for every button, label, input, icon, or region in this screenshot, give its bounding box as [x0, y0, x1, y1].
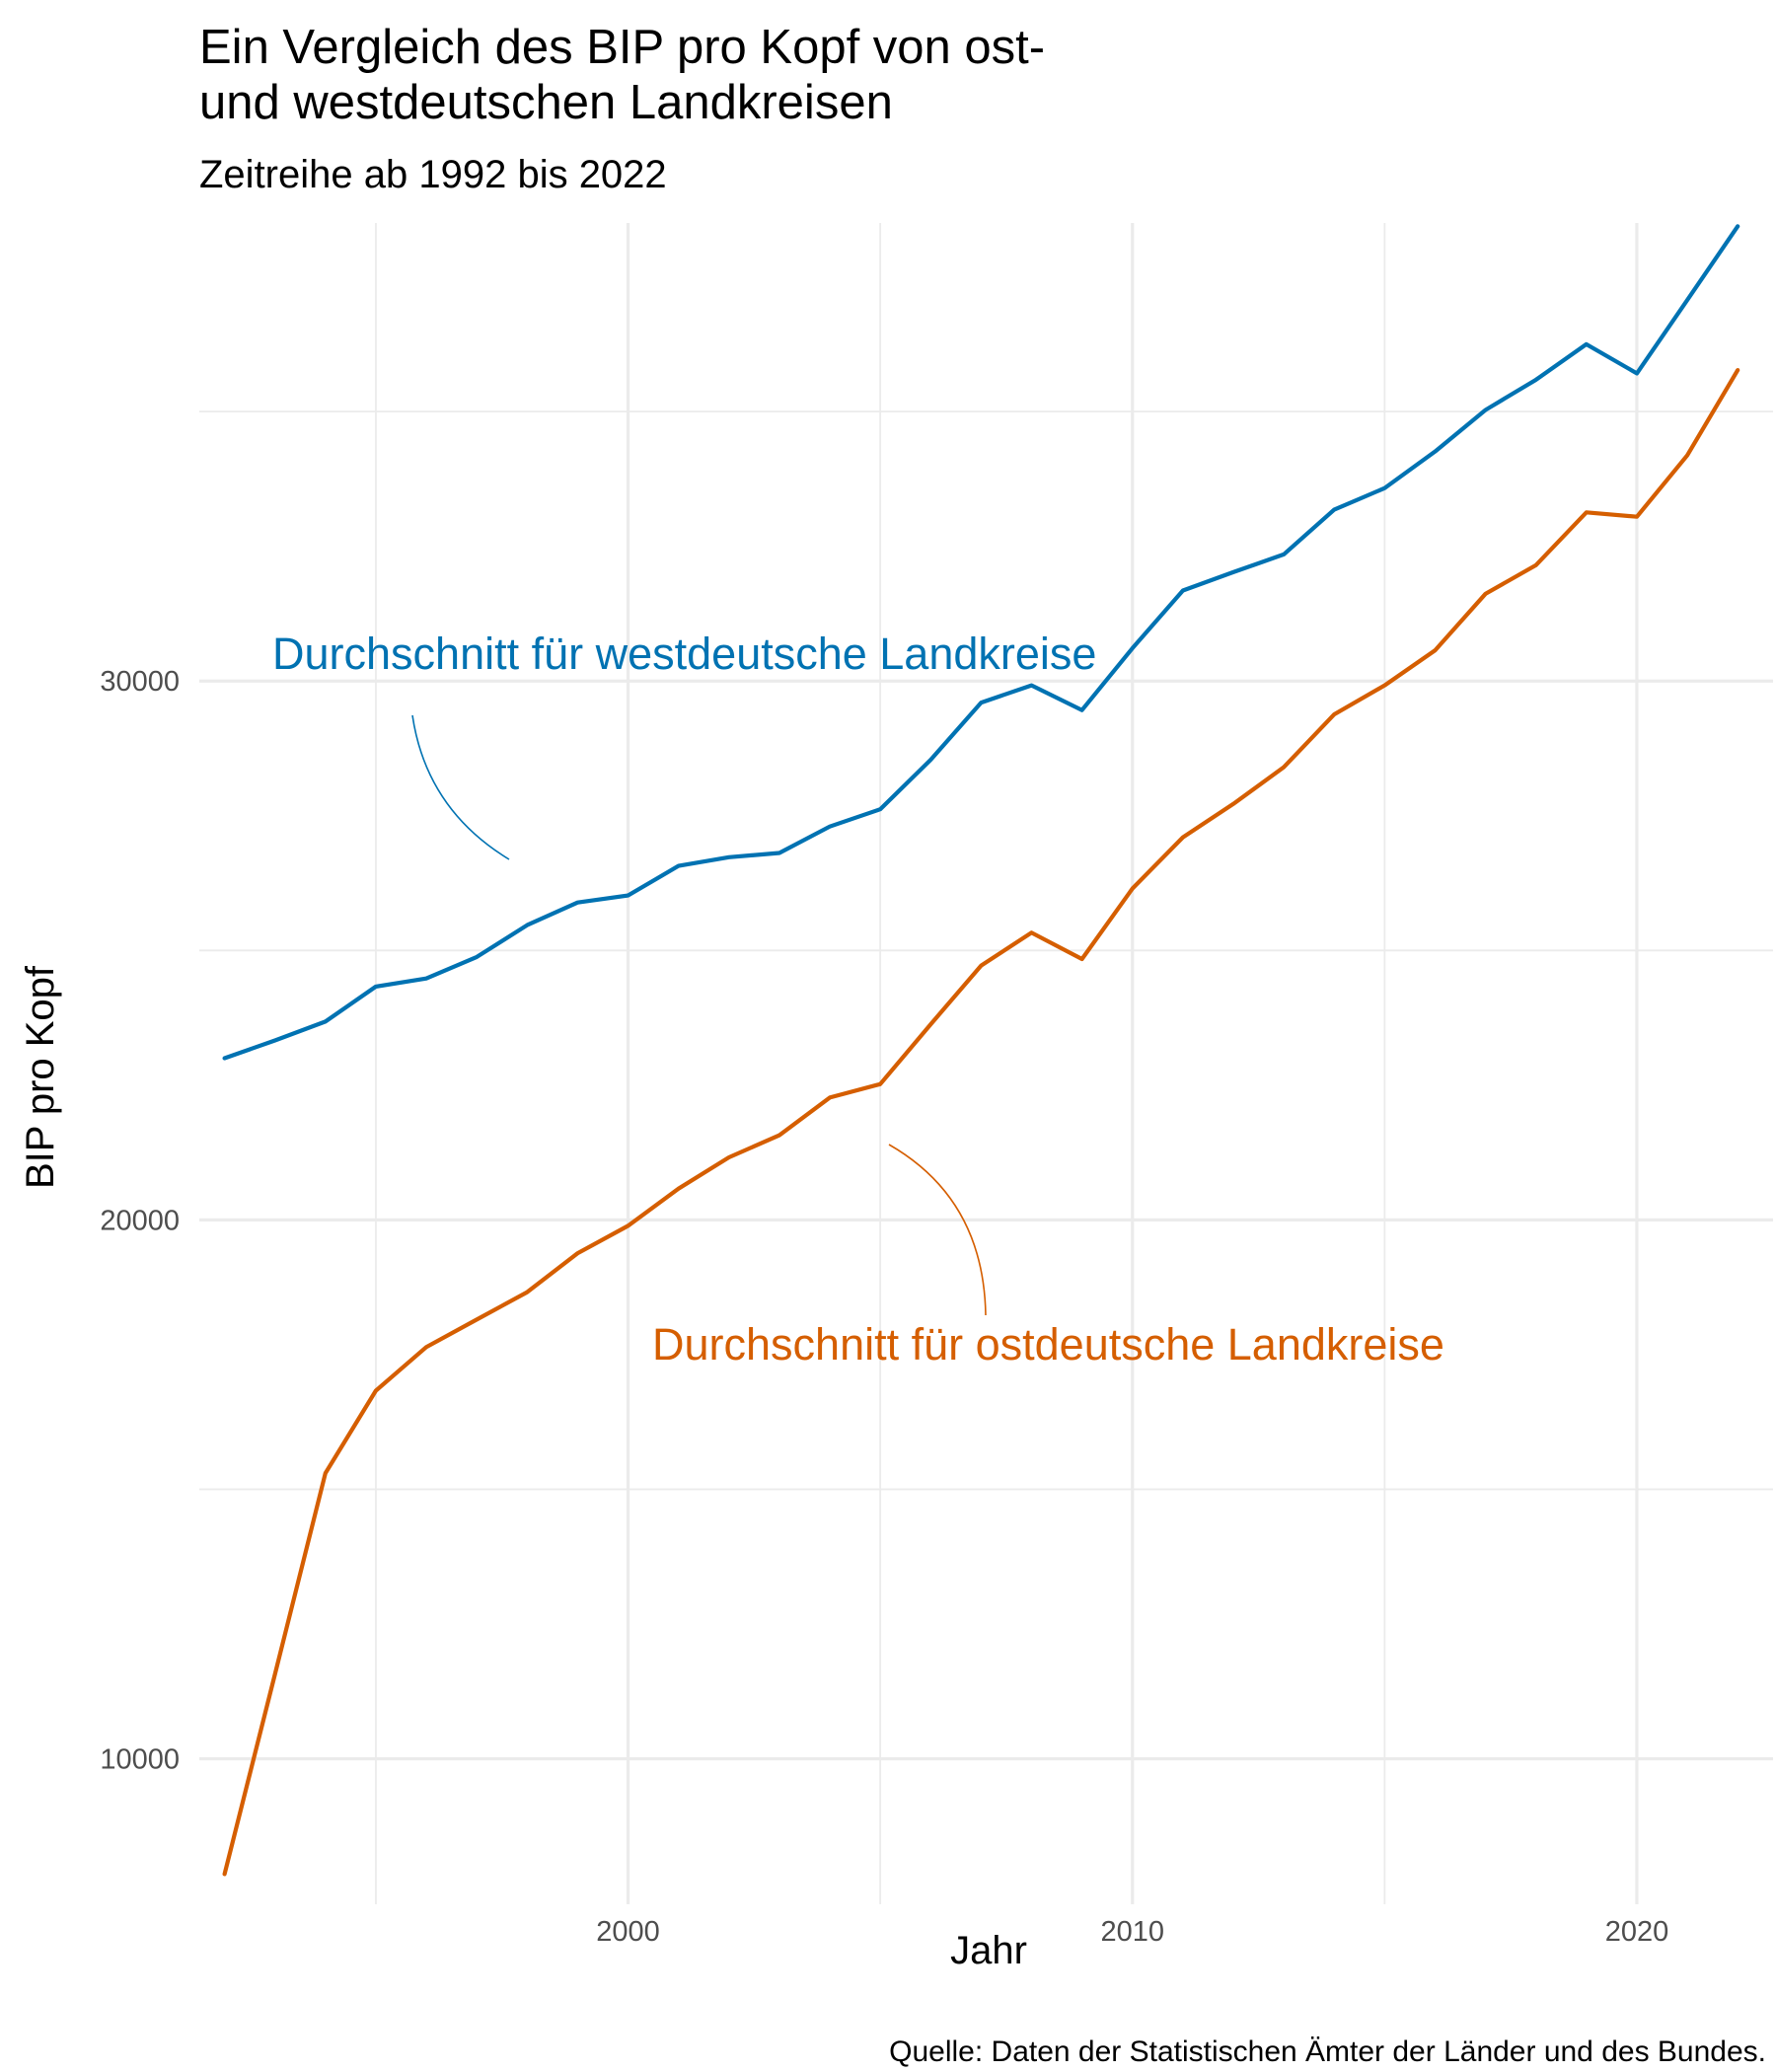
annotation-ost-label: Durchschnitt für ostdeutsche Landkreise	[652, 1319, 1444, 1369]
x-axis-title: Jahr	[950, 1929, 1027, 1972]
annotation-connectors	[411, 714, 987, 1316]
chart-title-line-2: und westdeutschen Landkreisen	[199, 76, 893, 129]
y-tick-label: 20000	[100, 1205, 180, 1236]
series-line-west	[222, 224, 1740, 1061]
y-axis-tick-labels: 10000 20000 30000	[100, 666, 180, 1775]
y-axis-title: BIP pro Kopf	[19, 965, 62, 1189]
annotation-west-label: Durchschnitt für westdeutsche Landkreise	[272, 629, 1096, 679]
chart-subtitle: Zeitreihe ab 1992 bis 2022	[199, 153, 667, 196]
series-lines	[222, 224, 1740, 1877]
x-tick-label: 2010	[1100, 1916, 1164, 1948]
x-axis-tick-labels: 2000 2010 2020	[596, 1916, 1668, 1948]
chart-title-line-1: Ein Vergleich des BIP pro Kopf von ost-	[199, 21, 1045, 74]
annotation-connector-west	[411, 714, 510, 860]
x-tick-label: 2020	[1605, 1916, 1669, 1948]
y-tick-label: 10000	[100, 1744, 180, 1776]
gridlines	[199, 223, 1773, 1904]
y-tick-label: 30000	[100, 666, 180, 698]
annotation-connector-ost	[888, 1144, 987, 1316]
x-tick-label: 2000	[596, 1916, 660, 1948]
series-line-ost	[222, 368, 1740, 1877]
chart-caption: Quelle: Daten der Statistischen Ämter de…	[889, 2035, 1766, 2068]
